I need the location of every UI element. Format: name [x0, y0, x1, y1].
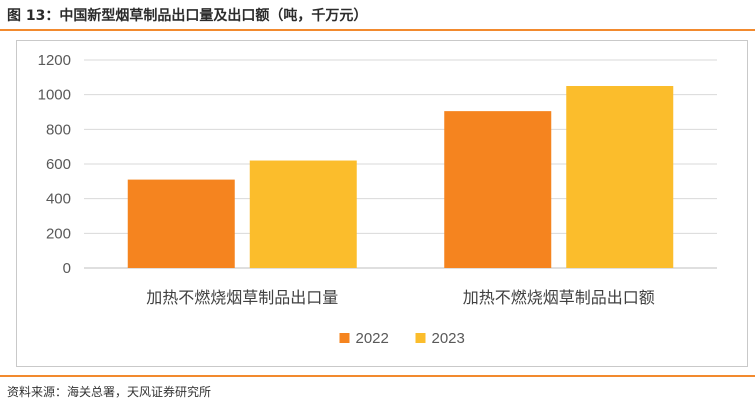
legend-swatch [415, 333, 426, 343]
y-tick-label: 1200 [38, 52, 71, 69]
x-axis-categories: 加热不燃烧烟草制品出口量 加热不燃烧烟草制品出口额 [146, 288, 655, 307]
y-axis-ticks: 0 200 400 600 800 1000 1200 [38, 52, 71, 277]
chart-frame: 0 200 400 600 800 1000 1200 加热不燃烧烟草制品出口量 加热不燃烧烟… [16, 40, 748, 367]
y-tick-label: 0 [63, 260, 71, 277]
y-tick-label: 600 [46, 156, 71, 173]
legend-label: 2022 [356, 330, 389, 347]
title-divider [0, 29, 755, 31]
bars [127, 86, 674, 268]
bar-2023-1 [249, 160, 357, 268]
y-tick-label: 1000 [38, 87, 71, 104]
y-tick-label: 800 [46, 121, 71, 138]
bar-2022-2 [444, 111, 552, 268]
y-tick-label: 400 [46, 191, 71, 208]
bar-2022-1 [127, 179, 235, 268]
bar-2023-2 [566, 86, 674, 268]
source-divider [0, 375, 755, 377]
y-tick-label: 200 [46, 225, 71, 242]
legend-label: 2023 [432, 330, 465, 347]
source-note: 资料来源：海关总署，天风证券研究所 [7, 385, 212, 399]
figure-title: 图 13：中国新型烟草制品出口量及出口额（吨，千万元） [7, 8, 368, 24]
legend: 2022 2023 [339, 330, 465, 347]
x-category-label: 加热不燃烧烟草制品出口额 [463, 288, 655, 307]
x-category-label: 加热不燃烧烟草制品出口量 [146, 288, 338, 307]
legend-swatch [339, 333, 350, 343]
